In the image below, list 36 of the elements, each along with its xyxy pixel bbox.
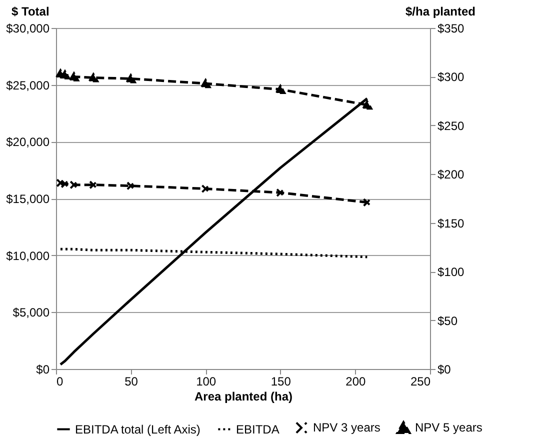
y-tick-label: $0 [36, 362, 50, 376]
x-tick-label: 50 [124, 374, 138, 388]
point [88, 73, 99, 82]
x-tick-label: 0 [56, 374, 64, 388]
y-tick-label: $20,000 [6, 135, 50, 150]
x-tick-label: 200 [346, 374, 366, 388]
x-tick-label: 100 [196, 374, 216, 388]
legend-label: NPV 3 years [313, 420, 380, 435]
y2-tick-label: $150 [438, 216, 465, 230]
y-tick-label: $5,000 [12, 306, 50, 320]
y2-tick-label: $200 [438, 168, 465, 182]
y2-tick-label: $0 [438, 362, 452, 376]
point [126, 74, 136, 84]
y-tick-label: $30,000 [6, 22, 50, 36]
y2-tick-label: $50 [438, 314, 458, 328]
legend-label: EBITDA total (Left Axis) [75, 422, 200, 436]
point [275, 84, 286, 94]
y2-tick-label: $250 [438, 118, 465, 133]
point [200, 78, 211, 88]
y-tick-label: $15,000 [6, 192, 50, 206]
x-axis-title: Area planted (ha) [194, 390, 293, 404]
y-tick-label: $25,000 [6, 78, 50, 92]
point [201, 184, 210, 194]
x-tick-label: 250 [410, 374, 431, 388]
y2-tick-label: $100 [438, 265, 465, 280]
point [60, 70, 70, 80]
y2-tick-label: $300 [438, 70, 465, 84]
point [68, 72, 80, 82]
x-tick-label: 150 [270, 374, 292, 388]
y-axis-title: $ Total [12, 4, 50, 18]
legend-label: EBITDA [236, 422, 280, 436]
y2-tick-label: $350 [438, 22, 465, 36]
legend-label: NPV 5 years [415, 420, 482, 435]
y-tick-label: $10,000 [6, 248, 50, 263]
point [362, 100, 372, 110]
y2-axis-title: $/ha planted [405, 4, 476, 18]
